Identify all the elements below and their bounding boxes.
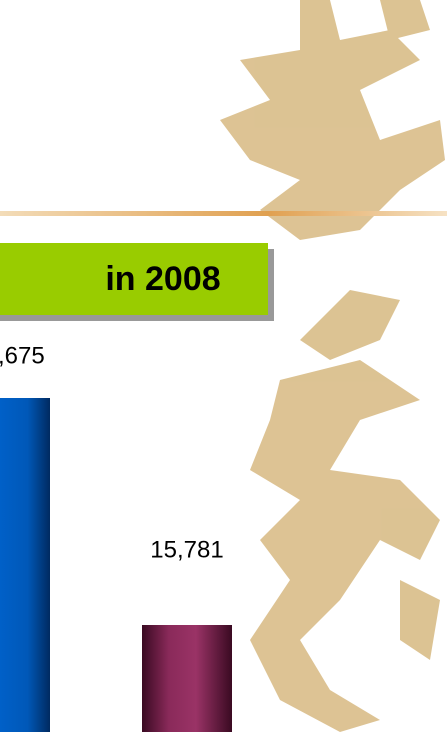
value-label: 15,781 [150, 536, 223, 563]
divider [0, 211, 447, 216]
bar [0, 398, 50, 732]
bar [142, 625, 232, 732]
value-label: ,675 [0, 342, 45, 369]
slide: in 2008 ,675 15,781 [0, 0, 447, 732]
calligraphy [220, 0, 445, 732]
heading: in 2008 [105, 260, 220, 298]
